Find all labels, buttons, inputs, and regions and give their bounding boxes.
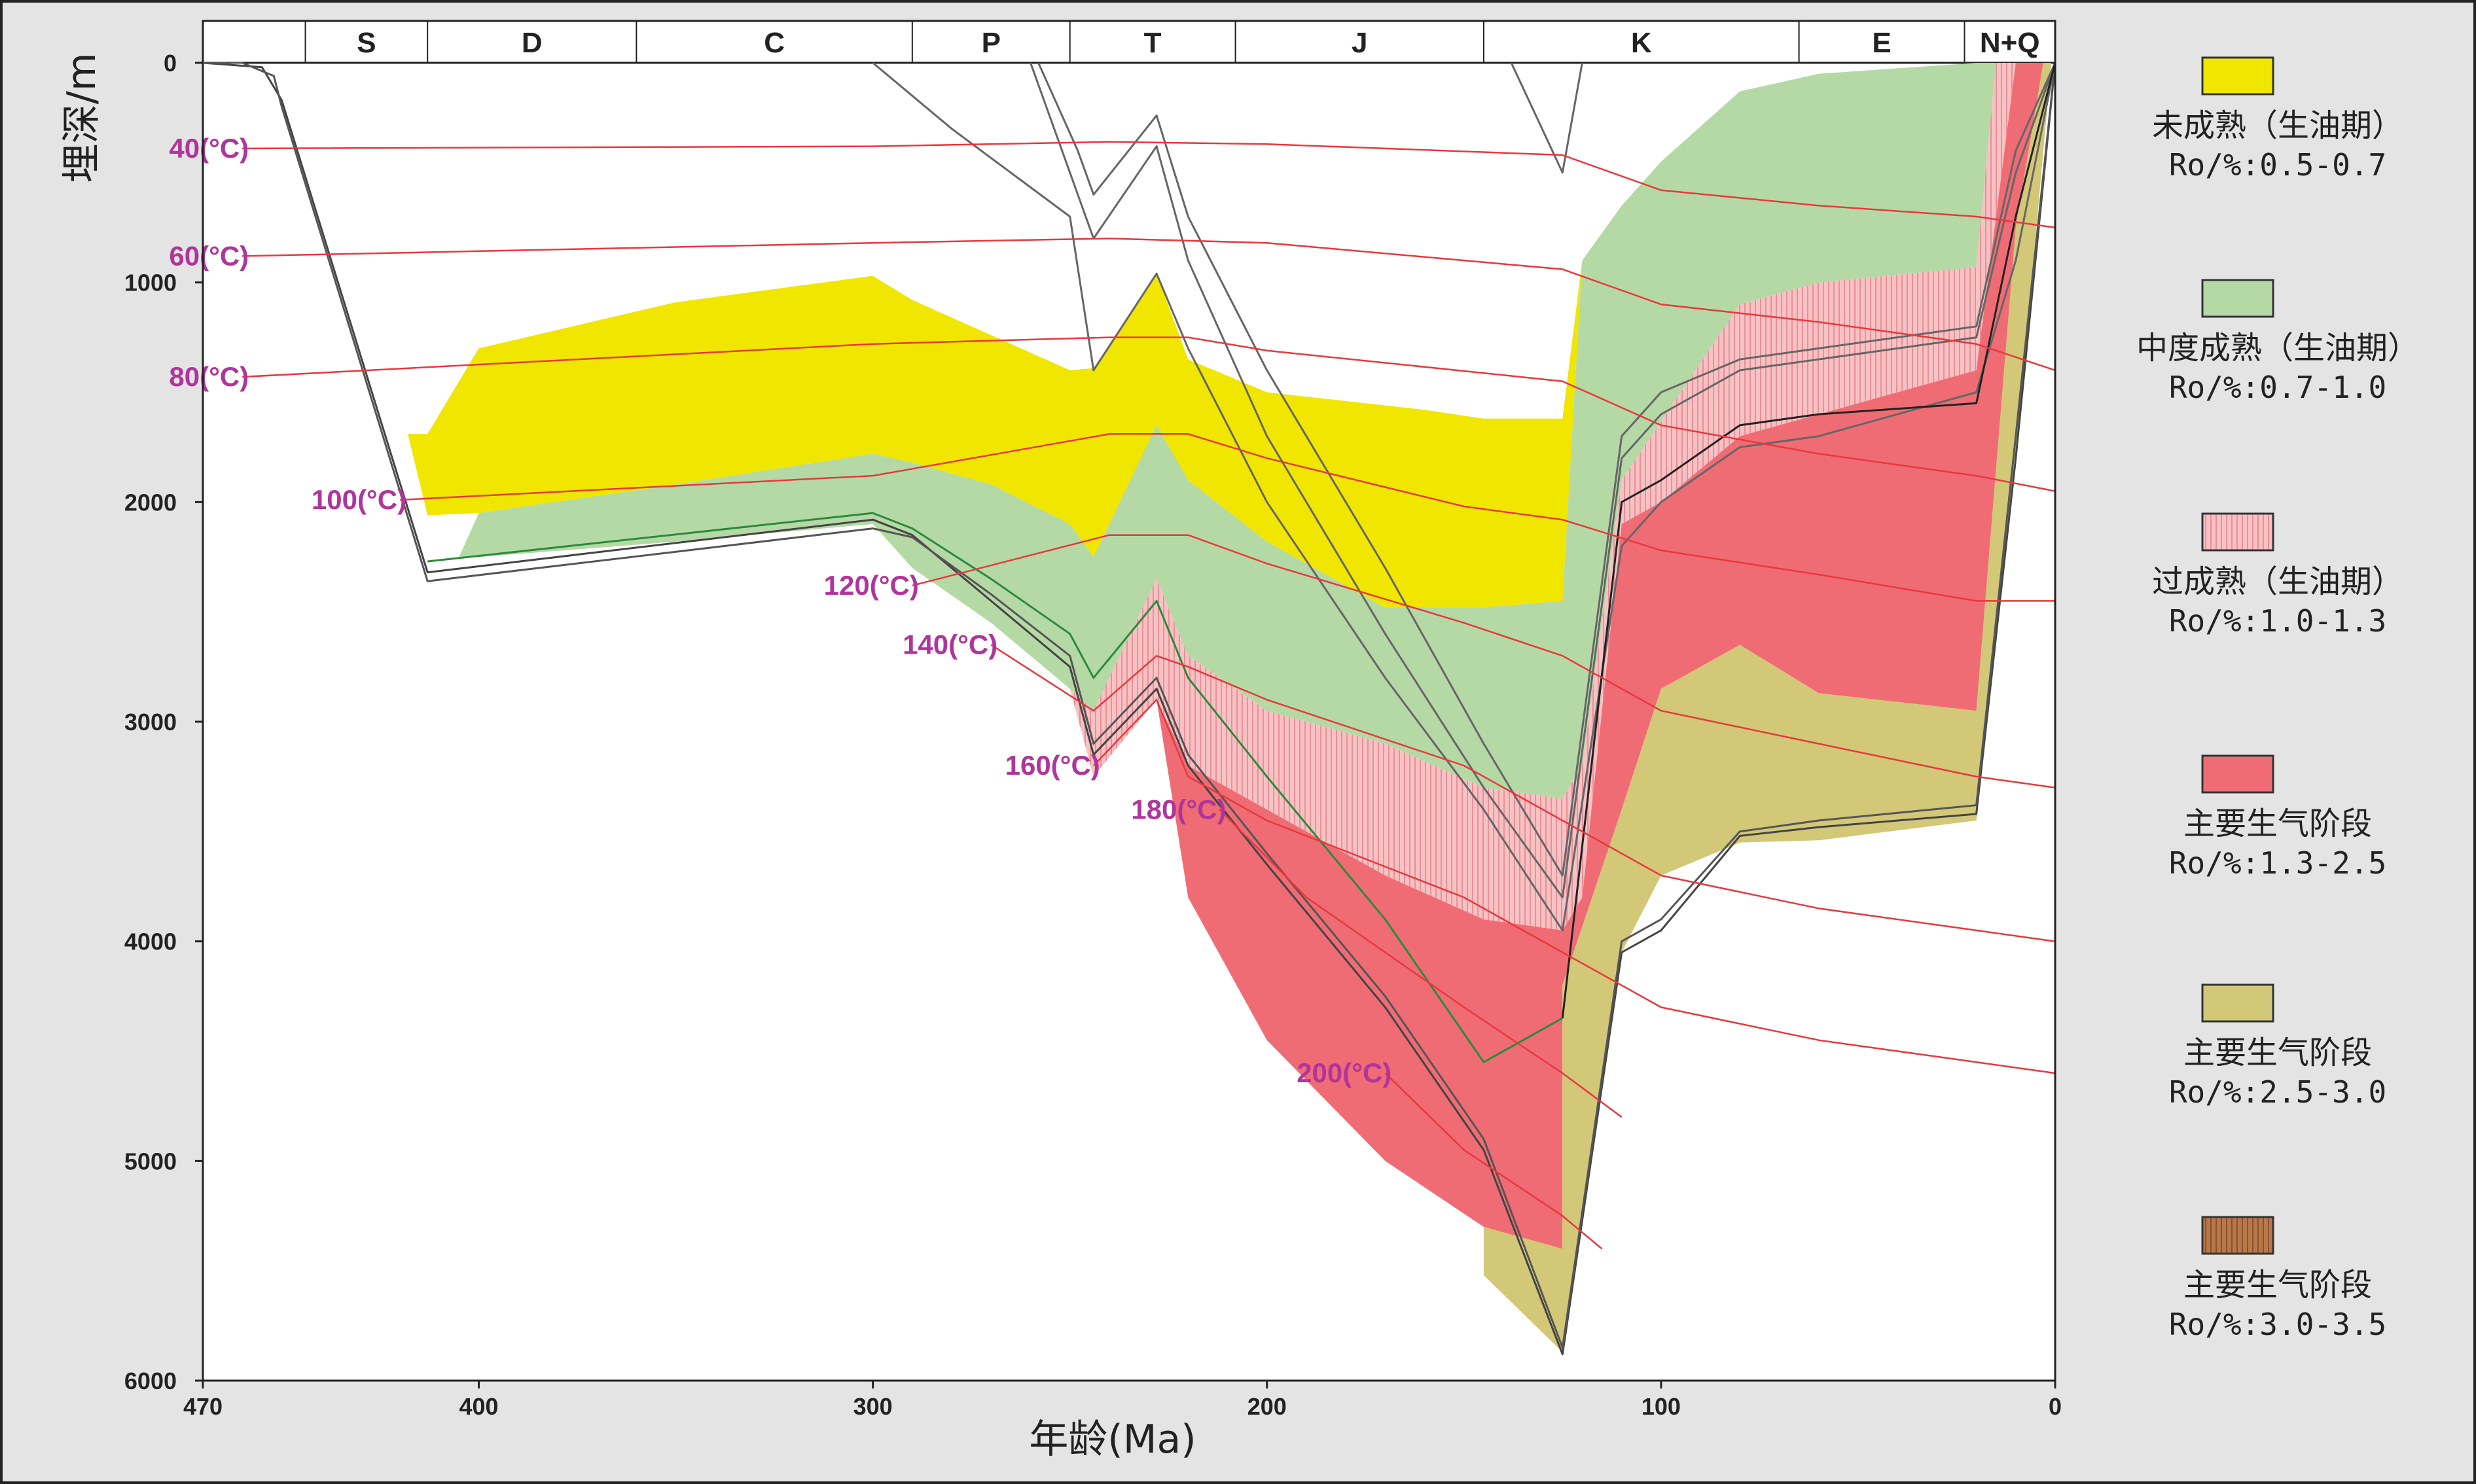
isotherm-line [400,433,2055,602]
legend-swatch [2201,512,2274,552]
x-tick-label: 100 [1642,1393,1681,1420]
period-label: J [1352,27,1367,59]
period-label: D [522,27,543,59]
isotherm-line [242,238,2056,372]
legend-ro-range: Ro/%:3.0-3.5 [2169,1307,2386,1342]
legend-name: 中度成熟（生油期） [2136,330,2419,366]
maturity-zone [408,63,1965,608]
period-label: N+Q [1980,27,2040,59]
isotherm-label: 200(°C) [1297,1057,1391,1088]
isotherm-line [912,534,2056,788]
isotherm-label: 100(°C) [312,484,406,515]
legend-name: 主要生气阶段 [2183,805,2372,842]
isotherm-line [242,141,2056,229]
burial-curve [1030,62,2056,898]
legend-swatch [2201,983,2274,1023]
period-header-frame [202,20,2056,64]
isotherm-label: 180(°C) [1131,794,1226,824]
legend-name: 主要生气阶段 [2183,1267,2372,1303]
legend-swatch [2201,56,2274,96]
legend-swatch [2201,754,2274,794]
legend-ro-range: Ro/%:2.5-3.0 [2169,1074,2386,1110]
burial-curve [202,62,2056,1356]
x-axis-title: 年龄(Ma) [1029,1417,1196,1462]
isotherm-line [242,336,2056,492]
y-tick-label: 3000 [124,709,177,735]
maturity-zone [1483,63,2051,1352]
y-axis-title: 埋深/m [59,53,105,183]
isotherm-label: 140(°C) [903,629,997,660]
legend-swatch [2201,1216,2274,1255]
x-tick-label: 470 [183,1393,223,1420]
isotherm-line [1384,1072,1603,1250]
legend-swatch [2201,279,2274,318]
y-tick-label: 6000 [124,1368,177,1394]
y-tick-label: 2000 [124,489,177,516]
legend-name: 未成熟（生油期） [2152,107,2403,144]
legend-ro-range: Ro/%:1.3-2.5 [2169,845,2386,881]
legend: 未成熟（生油期）Ro/%:0.5-0.7 中度成熟（生油期） Ro/%:0.7-1.… [2136,56,2419,1342]
y-tick-label: 1000 [124,270,177,296]
isotherm-line [1219,809,1623,1118]
x-tick-label: 300 [853,1393,893,1420]
x-tick-label: 400 [459,1393,498,1420]
period-label: T [1144,27,1162,59]
period-label: P [982,27,1001,59]
burial-curve [872,62,2056,932]
period-label: C [764,27,785,59]
maturity-zone [1157,63,2043,1249]
legend-ro-range: Ro/%:1.0-1.3 [2169,603,2386,639]
maturity-zones [408,63,2051,1352]
period-label: S [357,27,376,59]
burial-curve [1510,62,1583,174]
isotherm-label: 40(°C) [169,133,249,164]
legend-name: 过成熟（生油期） [2152,563,2403,600]
isotherm-line [1092,698,2056,1074]
x-tick-label: 200 [1247,1393,1287,1420]
period-header: S D C P T J K E N+Q [202,20,2056,64]
burial-curves [202,62,2056,1356]
burial-curve [203,62,2056,1349]
y-tick-label: 5000 [124,1148,177,1175]
burial-curve [1561,62,2056,1019]
x-tick-label: 0 [2049,1393,2062,1420]
isotherms: 40(°C) 60(°C) 80(°C) 100(°C) 120(°C) 140(°C) 1… [169,133,2056,1250]
legend-name: 主要生气阶段 [2183,1034,2372,1071]
burial-curve [427,512,1564,1063]
period-label: E [1872,27,1891,59]
isotherm-label: 80(°C) [169,361,249,392]
isotherm-line [990,644,2056,942]
legend-ro-range: Ro/%:0.7-1.0 [2169,370,2386,405]
legend-ro-range: Ro/%:0.5-0.7 [2169,147,2386,183]
isotherm-label: 160(°C) [1005,750,1100,781]
y-tick-label: 0 [164,50,177,77]
burial-curve [1037,62,2056,877]
isotherm-label: 60(°C) [169,240,249,271]
y-tick-label: 4000 [124,928,177,955]
isotherm-label: 120(°C) [824,570,919,601]
period-label: K [1631,27,1652,59]
maturity-zone [459,63,1996,799]
